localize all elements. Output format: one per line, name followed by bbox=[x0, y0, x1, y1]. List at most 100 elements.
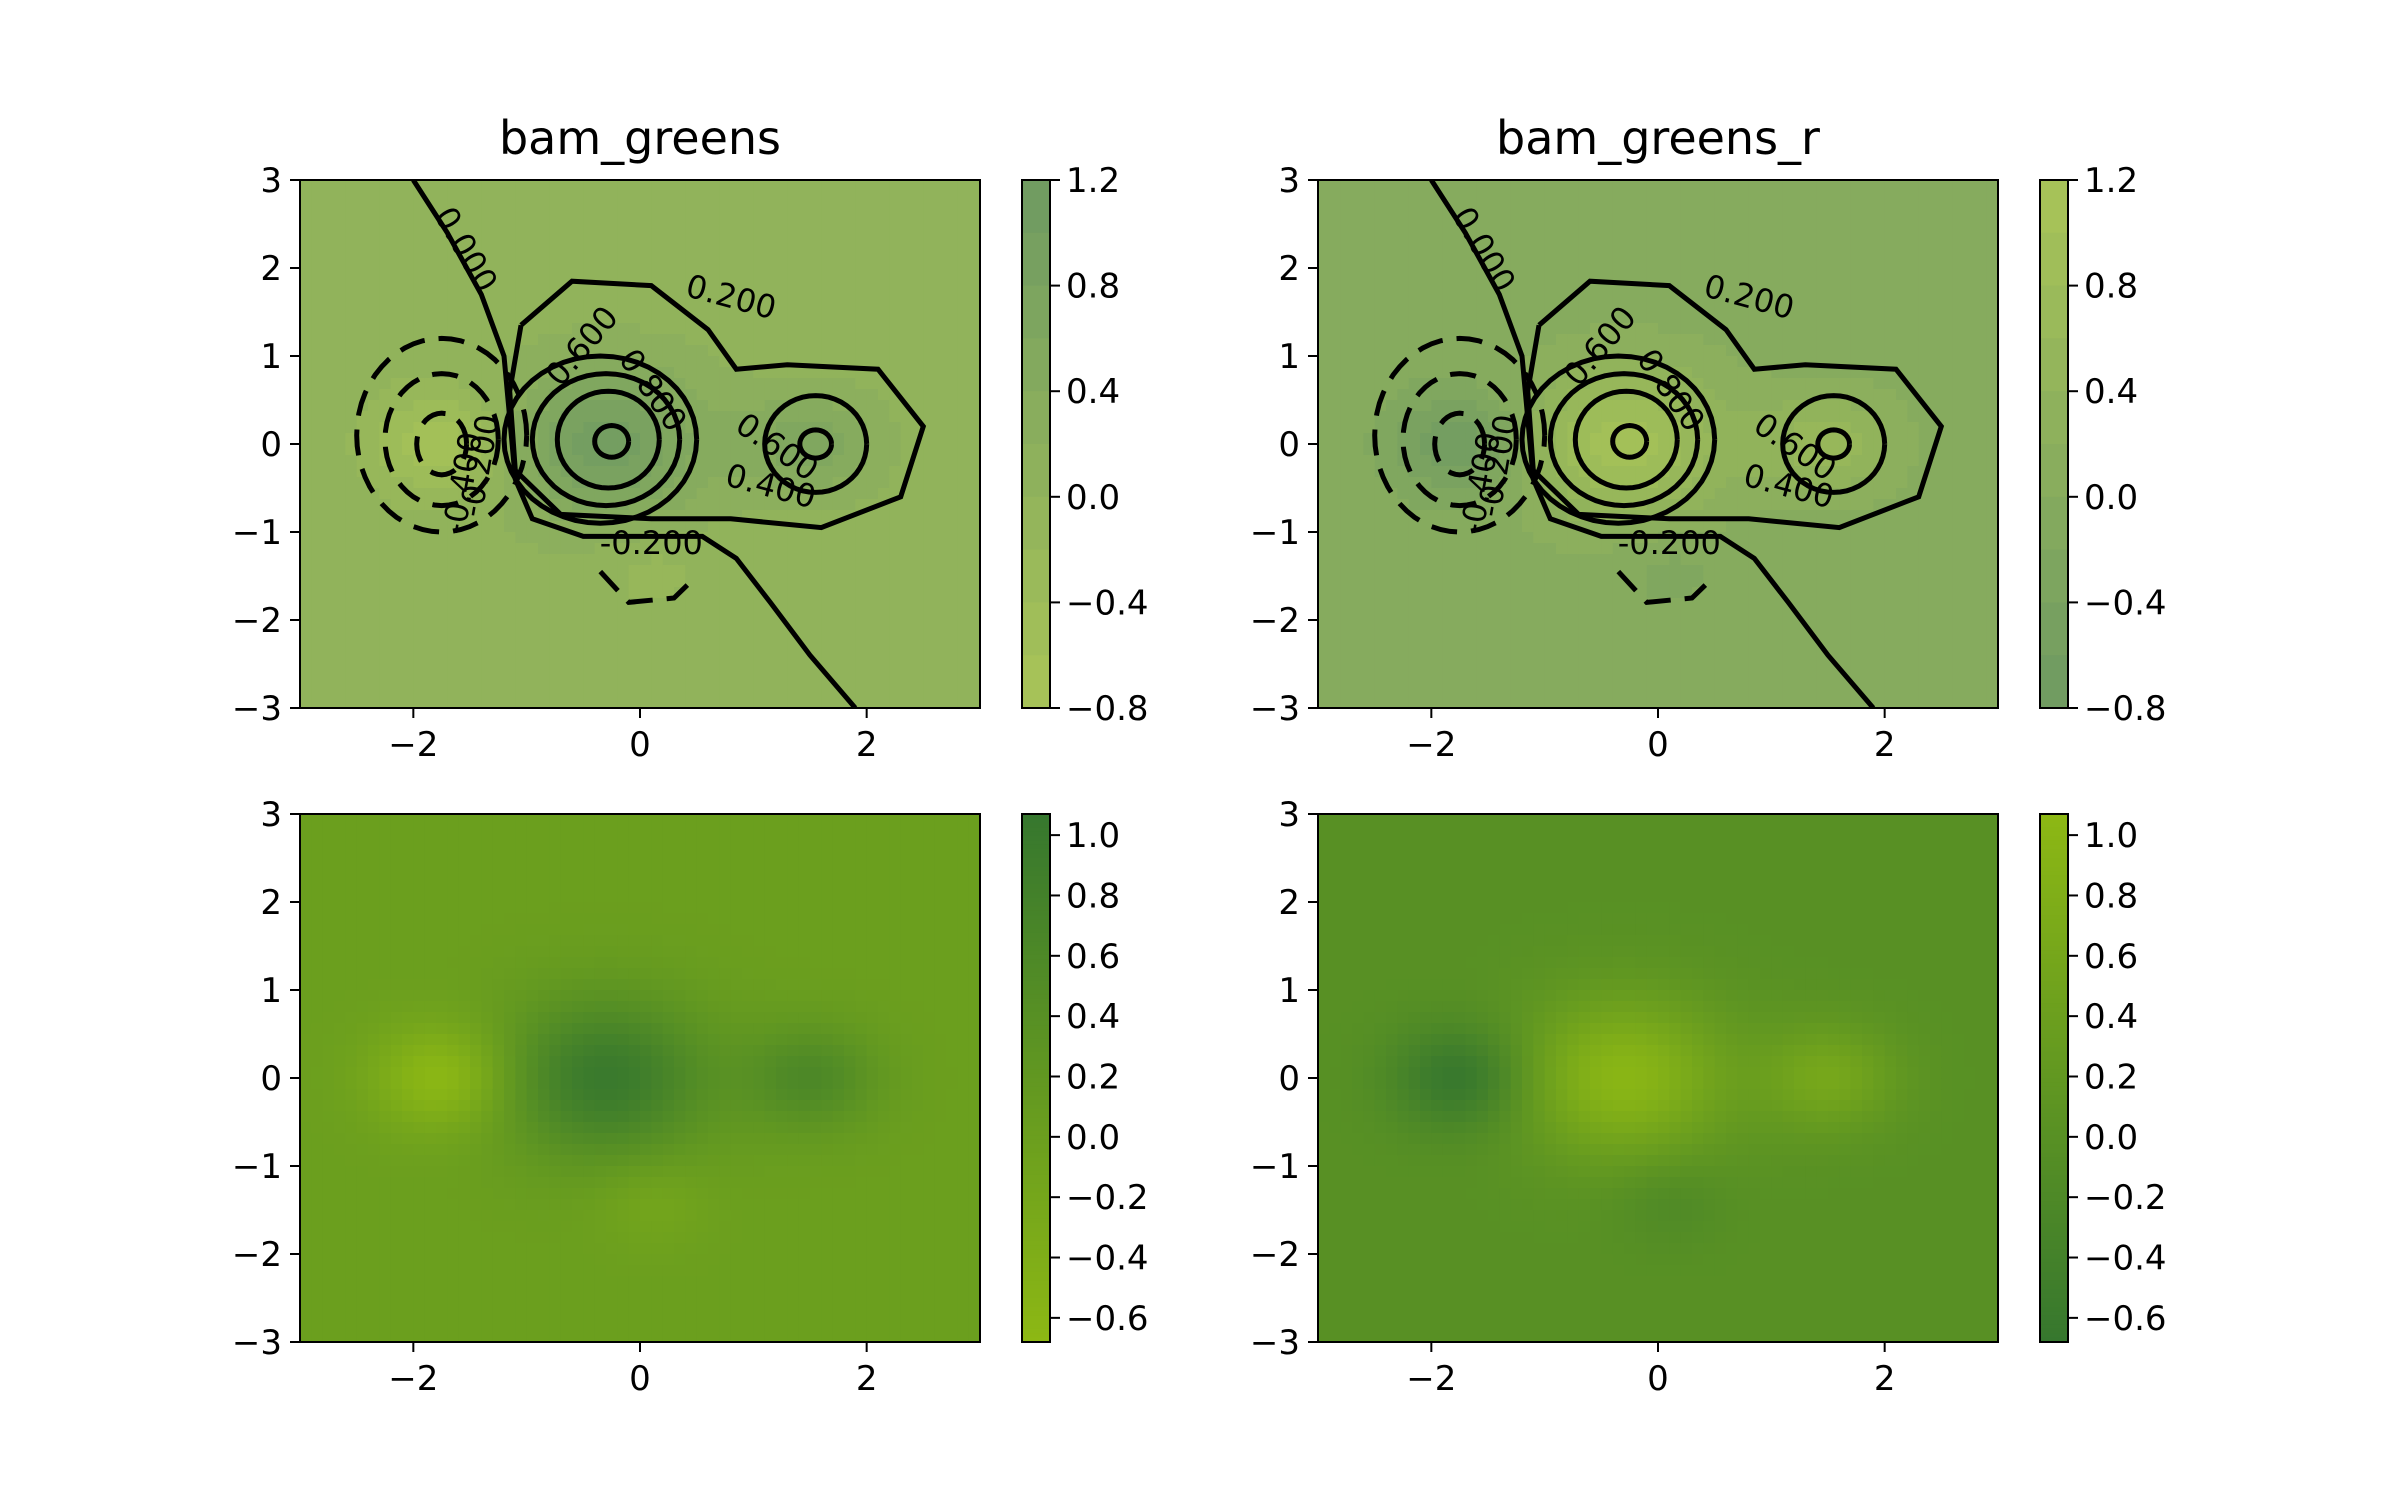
colorbar-segment bbox=[2040, 963, 2068, 969]
colorbar-segment bbox=[1022, 1324, 1050, 1330]
colorbar-segment bbox=[2040, 1073, 2068, 1079]
y-tick-label: −3 bbox=[232, 689, 282, 729]
contour-0.6 bbox=[529, 371, 683, 509]
colorbar-segment bbox=[2040, 866, 2068, 872]
colorbar-segment bbox=[1022, 959, 1050, 965]
contour-1.0 bbox=[592, 422, 632, 460]
colorbar: 1.2 0.8 0.4 0.0 −0.4 −0.8 bbox=[1021, 161, 1149, 729]
colorbar-segment bbox=[2040, 1020, 2068, 1026]
colorbar-segment bbox=[1022, 1161, 1050, 1167]
colorbar-segment bbox=[1022, 1100, 1050, 1106]
colorbar-tick-label: −0.2 bbox=[1066, 1178, 1149, 1218]
colorbar-segment bbox=[2040, 888, 2068, 894]
colorbar-segment bbox=[2040, 1078, 2068, 1084]
colorbar-segment bbox=[2040, 1276, 2068, 1282]
colorbar-segment bbox=[1022, 1056, 1050, 1062]
y-tick-label: 2 bbox=[260, 883, 282, 923]
colorbar-segment bbox=[2040, 897, 2068, 903]
colorbar-segment bbox=[1022, 866, 1050, 872]
colorbar-segment bbox=[2040, 285, 2068, 340]
colorbar-segment bbox=[1022, 1245, 1050, 1251]
colorbar-frame bbox=[1021, 813, 1051, 1343]
colorbar-segment bbox=[2040, 549, 2068, 604]
colorbar-segment bbox=[2040, 1117, 2068, 1123]
colorbar-segment bbox=[2040, 1104, 2068, 1110]
colorbar-segment bbox=[1022, 818, 1050, 824]
colorbar-segment bbox=[2040, 1179, 2068, 1185]
colorbar-segment bbox=[1022, 1126, 1050, 1132]
colorbar-segment bbox=[1022, 862, 1050, 868]
colorbar-segment bbox=[1022, 853, 1050, 859]
colorbar-segment bbox=[2040, 990, 2068, 996]
colorbar-segment bbox=[1022, 1174, 1050, 1180]
colorbar-tick-label: −0.2 bbox=[2084, 1178, 2167, 1218]
colorbar-segment bbox=[2040, 1025, 2068, 1031]
y-tick-label: −2 bbox=[1250, 601, 1300, 641]
colorbar-segment bbox=[1022, 1113, 1050, 1119]
colorbar-segment bbox=[2040, 1029, 2068, 1035]
y-tick-label: −3 bbox=[1250, 1323, 1300, 1363]
colorbar-segment bbox=[2040, 1152, 2068, 1158]
colorbar-segment bbox=[2040, 1337, 2068, 1343]
panel-4: −2 0 2 3 2 1 0 −1 −2 −3 1.0 0.8 0.6 0.4 0.2 0.0 −0.2 −0.4… bbox=[1250, 795, 2167, 1399]
y-tick-label: 2 bbox=[260, 249, 282, 289]
colorbar-segment bbox=[2040, 1038, 2068, 1044]
x-tick-label: 0 bbox=[1647, 1359, 1669, 1399]
colorbar-segment bbox=[1022, 1025, 1050, 1031]
colorbar-segment bbox=[2040, 1227, 2068, 1233]
colorbar-segment bbox=[1022, 285, 1050, 340]
colorbar-segment bbox=[1022, 968, 1050, 974]
colorbar-segment bbox=[1022, 444, 1050, 498]
colorbar-segment bbox=[1022, 1267, 1050, 1273]
colorbar-segment bbox=[2040, 1007, 2068, 1013]
colorbar-segment bbox=[2040, 1240, 2068, 1246]
x-tick-label: −2 bbox=[388, 725, 438, 765]
colorbar-segment bbox=[1022, 1148, 1050, 1154]
colorbar-segment bbox=[1022, 549, 1050, 604]
colorbar-segment bbox=[1022, 1218, 1050, 1224]
panel-title: bam_greens_r bbox=[1496, 111, 1820, 165]
colorbar-tick-label: 0.0 bbox=[1066, 1118, 1120, 1158]
colorbar-segment bbox=[2040, 862, 2068, 868]
colorbar-segment bbox=[1022, 1311, 1050, 1317]
contour-label: -0.200 bbox=[600, 524, 703, 562]
colorbar-segment bbox=[2040, 985, 2068, 991]
colorbar-segment bbox=[2040, 1139, 2068, 1145]
colorbar-segment bbox=[2040, 655, 2068, 709]
colorbar-segment bbox=[2040, 1144, 2068, 1150]
colorbar-segment bbox=[2040, 893, 2068, 899]
heatmap-image bbox=[1318, 814, 1998, 1342]
colorbar-segment bbox=[2040, 1042, 2068, 1048]
colorbar-segment bbox=[1022, 1258, 1050, 1264]
colorbar-segment bbox=[2040, 840, 2068, 846]
colorbar-segment bbox=[2040, 831, 2068, 837]
y-tick-label: 3 bbox=[260, 161, 282, 201]
contour-0.4-right bbox=[762, 393, 870, 495]
colorbar-segment bbox=[2040, 1091, 2068, 1097]
colorbar-segment bbox=[2040, 924, 2068, 930]
colorbar-segment bbox=[2040, 849, 2068, 855]
colorbar-tick-label: 0.8 bbox=[1066, 267, 1120, 307]
contour-0.6-right bbox=[1815, 427, 1852, 461]
colorbar-segment bbox=[1022, 1271, 1050, 1277]
colorbar-tick-label: 0.4 bbox=[1066, 372, 1120, 412]
colorbar-segment bbox=[1022, 910, 1050, 916]
x-tick-label: 0 bbox=[629, 725, 651, 765]
colorbar-segment bbox=[2040, 1095, 2068, 1101]
colorbar-segment bbox=[1022, 1157, 1050, 1163]
colorbar-segment bbox=[1022, 950, 1050, 956]
colorbar-segment bbox=[1022, 893, 1050, 899]
colorbar-segment bbox=[1022, 1104, 1050, 1110]
colorbar: 1.0 0.8 0.6 0.4 0.2 0.0 −0.2 −0.4 −0.6 bbox=[1021, 813, 1149, 1343]
contour-0.2 bbox=[1525, 278, 1945, 531]
colorbar-segment bbox=[2040, 1196, 2068, 1202]
colorbar-segment bbox=[1022, 844, 1050, 850]
contour-0.6 bbox=[1547, 371, 1701, 509]
colorbar-segment bbox=[1022, 1205, 1050, 1211]
colorbar-segment bbox=[1022, 1254, 1050, 1260]
colorbar-tick-label: 0.0 bbox=[2084, 478, 2138, 518]
colorbar-segment bbox=[2040, 1280, 2068, 1286]
colorbar-segment bbox=[2040, 902, 2068, 908]
colorbar-segment bbox=[2040, 950, 2068, 956]
colorbar-segment bbox=[2040, 946, 2068, 952]
